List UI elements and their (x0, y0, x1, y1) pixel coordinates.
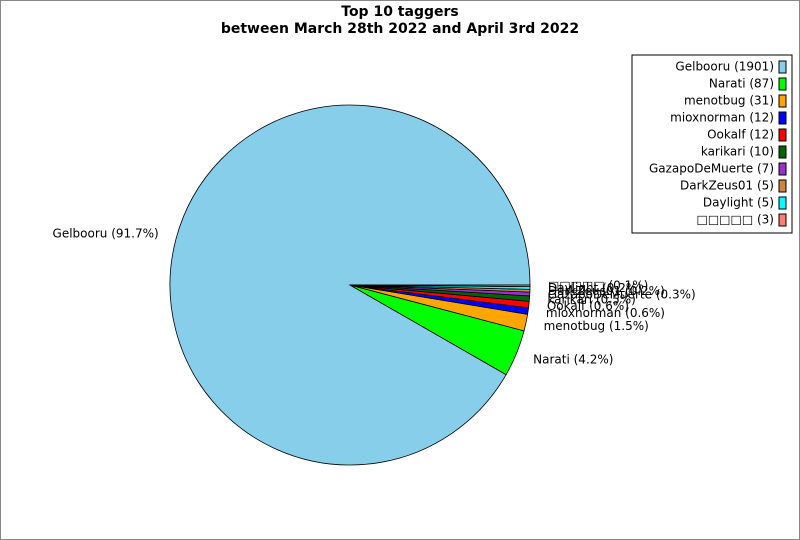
legend-label: Gelbooru (1901) (675, 60, 774, 74)
legend-swatch (778, 94, 787, 108)
legend-label: Daylight (5) (703, 196, 774, 210)
legend-swatch (778, 196, 787, 210)
slice-label: menotbug (1.5%) (544, 319, 649, 333)
legend-label: Narati (87) (709, 77, 774, 91)
legend-label: Ookalf (12) (707, 128, 774, 142)
pie-slice (349, 284, 531, 288)
slice-label: □□□□□ (0.1%) (548, 278, 648, 292)
slice-label: Gelbooru (91.7%) (53, 226, 159, 240)
slice-label: Ookalf (0.6%) (547, 299, 629, 313)
legend-swatch (778, 111, 787, 125)
slice-label: Daylight (0.2%) (548, 281, 642, 295)
legend-swatch (778, 179, 787, 193)
legend-label: mioxnorman (12) (670, 111, 774, 125)
legend-label: karikari (10) (701, 145, 774, 159)
slice-label: GazapoDeMuerte (0.3%) (548, 287, 696, 301)
slice-label: karikari (0.5%) (547, 292, 635, 306)
legend-swatch (778, 145, 787, 159)
legend-swatch (778, 60, 787, 74)
slice-label: mioxnorman (0.6%) (546, 306, 665, 320)
legend-label: □□□□□ (3) (696, 213, 774, 227)
legend-swatch (778, 213, 787, 227)
chart-subtitle: between March 28th 2022 and April 3rd 20… (221, 21, 579, 37)
legend-label: menotbug (31) (684, 94, 774, 108)
legend-swatch (778, 162, 787, 176)
legend-swatch (778, 77, 787, 91)
legend-box (631, 54, 793, 234)
legend-swatch (778, 128, 787, 142)
legend-label: GazapoDeMuerte (7) (649, 162, 774, 176)
legend-label: DarkZeus01 (5) (680, 179, 774, 193)
chart-title: Top 10 taggers (341, 4, 458, 20)
slice-label: DarkZeus01 (0.2%) (548, 284, 665, 298)
slice-label: Narati (4.2%) (533, 353, 613, 367)
